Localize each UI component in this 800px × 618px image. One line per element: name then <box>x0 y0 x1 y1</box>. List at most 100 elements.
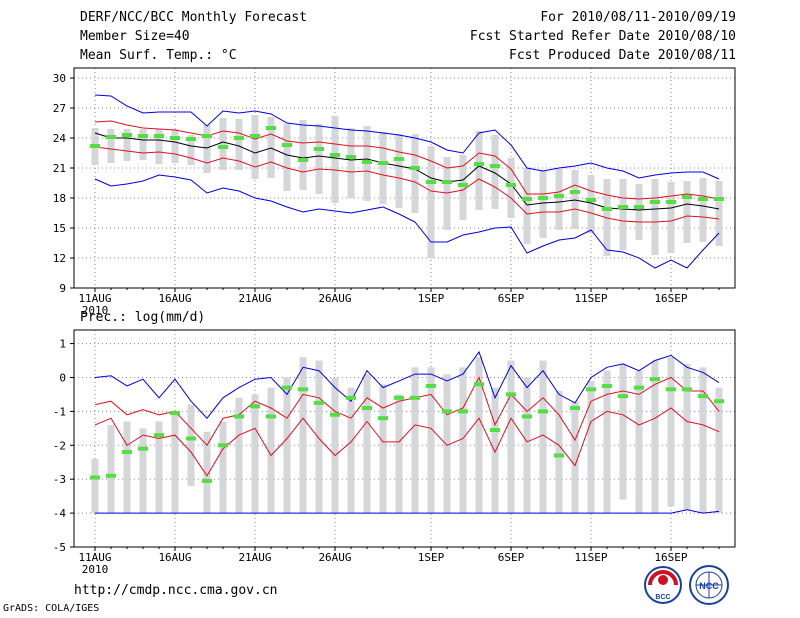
median-marker <box>330 153 340 157</box>
median-marker <box>282 385 292 390</box>
median-marker <box>346 395 356 400</box>
median-marker <box>474 382 484 387</box>
median-marker <box>378 416 388 421</box>
y-tick-label: 27 <box>53 102 66 115</box>
source-url[interactable]: http://cmdp.ncc.cma.gov.cn <box>74 583 278 598</box>
spread-box <box>523 377 531 514</box>
ncc-logo-text: NCC <box>699 581 719 591</box>
y-tick-label: -4 <box>53 507 67 520</box>
median-marker <box>250 404 260 409</box>
precip-panel-title: Prec.: log(mm/d) <box>80 310 206 325</box>
spread-box <box>539 170 547 238</box>
spread-box <box>635 184 643 240</box>
spread-box <box>715 387 723 514</box>
median-marker <box>554 194 564 198</box>
temperature-panel: 9 12 15 18 21 24 27 30 11AUG 16AUG 21AUG 26AUG 1SEP 6… <box>53 67 736 317</box>
median-marker <box>250 134 260 138</box>
median-marker <box>618 205 628 209</box>
median-marker <box>90 144 100 148</box>
spread-box <box>283 377 291 514</box>
median-marker <box>202 478 212 483</box>
spread-box <box>299 120 307 190</box>
series-upper-line <box>94 376 720 447</box>
spread-box <box>91 458 99 514</box>
spread-box <box>427 146 435 258</box>
median-marker <box>154 134 164 138</box>
spread-box <box>571 401 579 514</box>
spread-box <box>587 380 595 514</box>
spread-box <box>523 168 531 244</box>
x-tick-label: 11AUG <box>78 292 111 305</box>
spread-box <box>331 116 339 203</box>
plot-frame <box>73 329 736 548</box>
median-marker <box>122 450 132 455</box>
spread-box <box>315 124 323 194</box>
median-marker <box>314 400 324 405</box>
x-tick-label: 16AUG <box>158 292 191 305</box>
start-date: Fcst Started Refer Date 2010/08/10 <box>469 29 736 44</box>
median-marker <box>682 195 692 199</box>
spread-box <box>699 367 707 514</box>
spread-box <box>155 421 163 514</box>
y-tick-label: 24 <box>53 132 67 145</box>
median-marker <box>714 197 724 201</box>
median-marker <box>490 164 500 168</box>
spread-box <box>491 135 499 209</box>
spread-box <box>667 182 675 253</box>
spread-box <box>187 404 195 486</box>
median-marker <box>170 411 180 416</box>
median-marker <box>682 387 692 392</box>
spread-box <box>603 370 611 514</box>
spread-box <box>203 431 211 514</box>
spread-box <box>219 421 227 514</box>
median-marker <box>410 166 420 170</box>
median-marker <box>298 387 308 392</box>
x-tick-label: 6SEP <box>498 551 525 564</box>
median-marker <box>394 395 404 400</box>
spread-box <box>171 414 179 514</box>
spread-box <box>507 158 515 218</box>
median-marker <box>234 414 244 419</box>
spread-box <box>507 360 515 514</box>
forecast-period: For 2010/08/11-2010/09/19 <box>540 10 736 25</box>
median-marker <box>122 133 132 137</box>
median-marker <box>426 383 436 388</box>
median-marker <box>170 136 180 140</box>
x-tick-label: 26AUG <box>318 292 351 305</box>
series-min-line <box>95 509 720 514</box>
y-tick-label: 12 <box>53 252 66 265</box>
x-tick-label: 11AUG <box>78 551 111 564</box>
spread-box <box>427 367 435 514</box>
spread-box <box>459 155 467 220</box>
median-marker <box>506 392 516 397</box>
spread-box <box>683 363 691 510</box>
y-tick-label: 18 <box>53 192 66 205</box>
median-marker <box>186 137 196 141</box>
spread-box <box>555 391 563 514</box>
median-marker <box>138 446 148 451</box>
spread-box <box>171 129 179 163</box>
spread-box <box>155 129 163 164</box>
spread-box <box>251 394 259 514</box>
median-marker <box>570 405 580 410</box>
spread-box <box>667 357 675 507</box>
median-marker <box>346 155 356 159</box>
median-marker <box>618 394 628 399</box>
spread-box <box>123 129 131 161</box>
median-marker <box>266 414 276 419</box>
spread-box <box>139 428 147 514</box>
median-marker <box>298 158 308 162</box>
median-marker <box>634 385 644 390</box>
series-max-line <box>94 350 720 419</box>
x-tick-label: 6SEP <box>498 292 525 305</box>
x-tick-label: 1SEP <box>418 551 445 564</box>
y-tick-label: -1 <box>53 405 66 418</box>
spread-box <box>475 357 483 514</box>
spread-box <box>443 374 451 514</box>
spread-box <box>315 360 323 514</box>
produced-date: Fcst Produced Date 2010/08/11 <box>509 48 736 63</box>
median-marker <box>538 196 548 200</box>
median-marker <box>90 475 100 480</box>
x-tick-label: 11SEP <box>574 292 607 305</box>
median-marker <box>218 145 228 149</box>
